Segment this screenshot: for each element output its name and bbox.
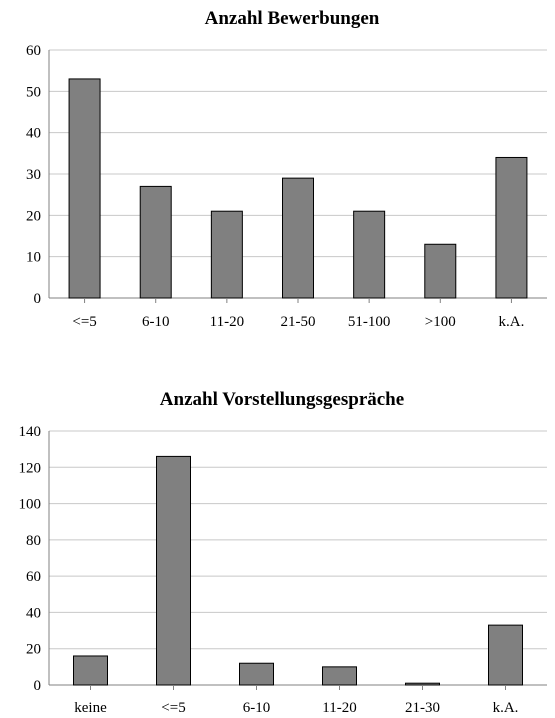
chart-anzahl-bewerbungen: Anzahl Bewerbungen 0 10 20 30 40 50 60 <=5 6-10 1… xyxy=(26,8,547,330)
x-tick-label: <=5 xyxy=(72,314,96,330)
y-tick-label: 0 xyxy=(34,291,42,307)
x-tick-label: 11-20 xyxy=(210,314,244,330)
y-tick-label: 30 xyxy=(26,167,41,183)
y-tick-label: 80 xyxy=(26,533,41,549)
bar xyxy=(488,624,523,686)
x-tick-label: 11-20 xyxy=(322,700,356,716)
x-tick-label: 51-100 xyxy=(348,314,391,330)
y-tick-label: 120 xyxy=(19,460,42,476)
y-tick-label: 10 xyxy=(26,250,41,266)
x-tick-label: k.A. xyxy=(499,314,525,330)
y-tick-label: 40 xyxy=(26,605,41,621)
bar xyxy=(424,243,457,299)
x-tick-label: >100 xyxy=(425,314,456,330)
x-tick-label: 6-10 xyxy=(142,314,170,330)
bar xyxy=(239,662,274,686)
y-tick-label: 140 xyxy=(19,424,42,440)
bar xyxy=(495,156,528,299)
x-tick-label: keine xyxy=(74,700,107,716)
y-tick-label: 20 xyxy=(26,642,41,658)
bar xyxy=(73,655,108,686)
bar xyxy=(282,177,314,299)
y-tick-label: 20 xyxy=(26,208,41,224)
bar xyxy=(210,210,243,299)
bar xyxy=(405,682,440,686)
chart-title: Anzahl Bewerbungen xyxy=(205,8,380,29)
x-tick-label: 6-10 xyxy=(243,700,271,716)
x-tick-label: 21-30 xyxy=(405,700,440,716)
y-tick-label: 40 xyxy=(26,126,41,142)
y-tick-label: 100 xyxy=(19,497,42,513)
bar xyxy=(139,185,172,299)
x-tick-label: k.A. xyxy=(493,700,519,716)
bar xyxy=(156,455,191,686)
y-tick-label: 0 xyxy=(34,678,42,694)
x-tick-label: <=5 xyxy=(161,700,185,716)
x-tick-label: 21-50 xyxy=(281,314,316,330)
y-tick-label: 50 xyxy=(26,84,41,100)
bar xyxy=(322,666,357,686)
bar xyxy=(68,78,101,299)
chart-anzahl-vorstellungsgespraeche: Anzahl Vorstellungsgespräche 0 20 40 60 80 10… xyxy=(19,389,547,716)
bar xyxy=(353,210,386,299)
chart-title: Anzahl Vorstellungsgespräche xyxy=(160,389,404,410)
y-tick-label: 60 xyxy=(26,569,41,585)
y-tick-label: 60 xyxy=(26,43,41,59)
